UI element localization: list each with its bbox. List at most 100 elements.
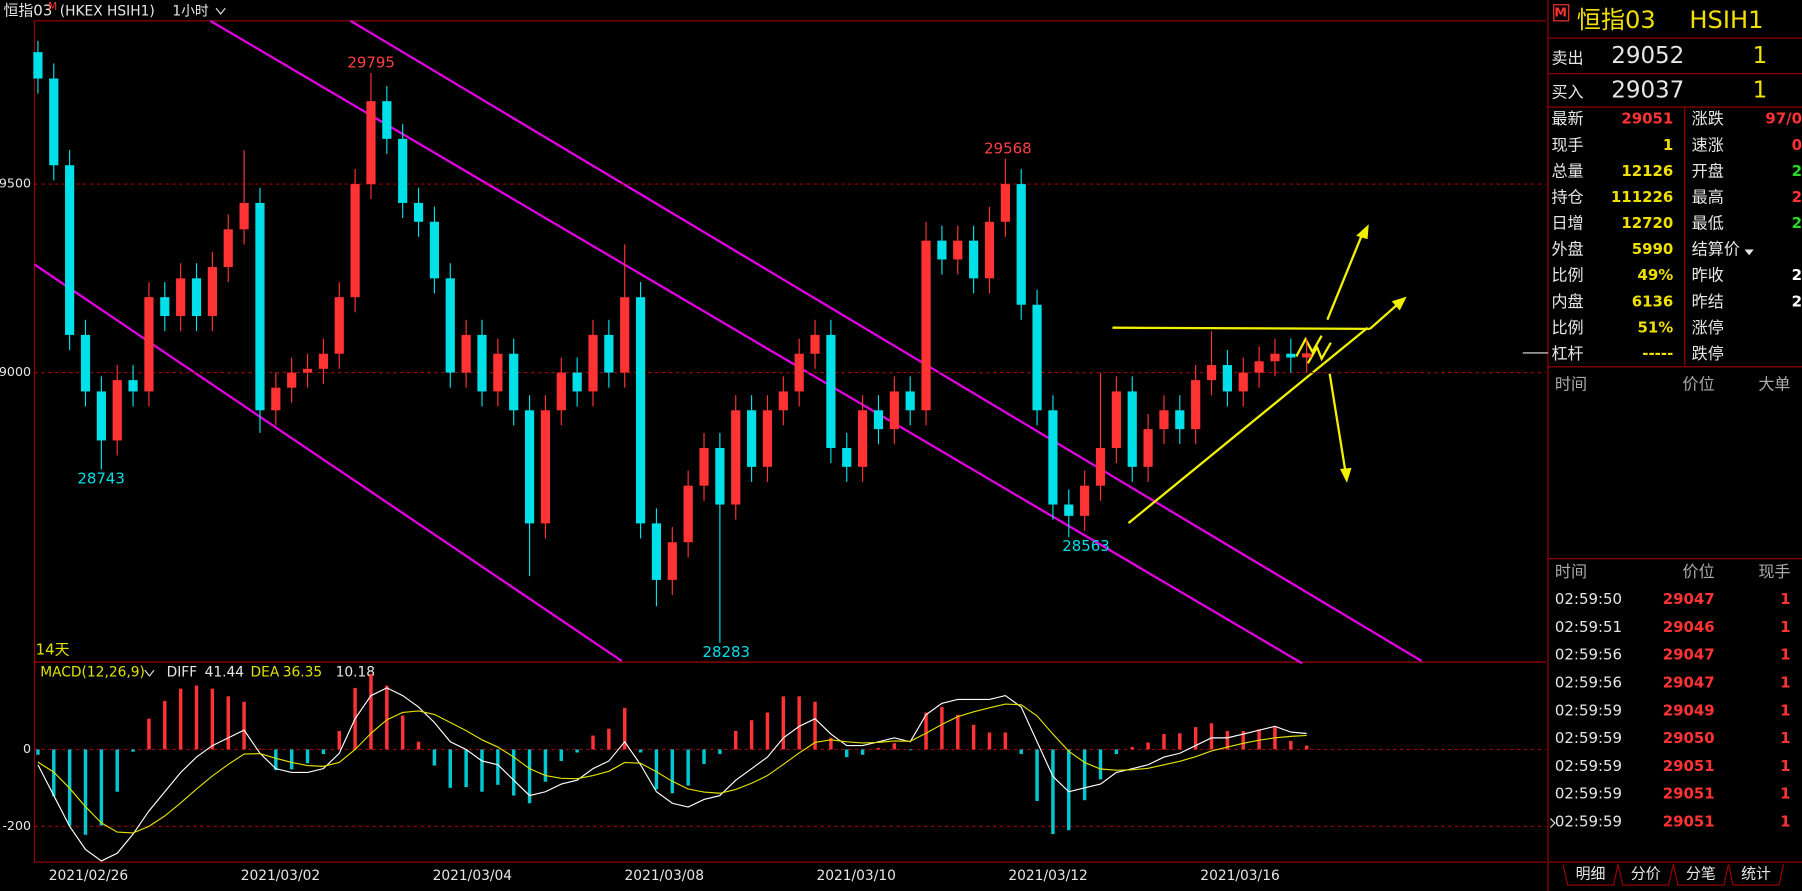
stat-value: 2 [1792,162,1802,180]
candle-body [1206,365,1217,381]
tick-cell: 29047 [1663,590,1715,608]
tick-cell: 02:59:50 [1555,590,1622,608]
macd-bar [115,749,119,792]
macd-bar [496,749,500,785]
tab[interactable]: 分价 [1631,865,1661,883]
candle-body [255,202,265,411]
macd-bar [575,749,579,753]
candle-body [794,353,804,392]
drawings [33,19,1423,665]
candle-body [620,297,630,373]
stat-label: 速涨 [1692,135,1724,154]
macd-bar [987,732,992,750]
candle-body [477,334,487,392]
macd-bar [83,749,88,835]
candle-body [1270,353,1280,362]
candle-body [1286,353,1296,358]
macd-bar [718,749,722,755]
tick-cell: 1 [1780,590,1790,608]
macd-bar [527,749,532,804]
candle-body [65,165,75,335]
dropdown-arrow [215,7,226,15]
zigzag-arrow [1306,342,1332,364]
stat-value: 2 [1792,292,1802,310]
candle-body [1191,380,1201,430]
candle-body [1302,353,1312,358]
toolbar-name: 恒指03 [3,2,52,20]
stat-label: 比例 [1551,266,1583,285]
candle-body [128,380,138,392]
y-tick-label: -200 [2,818,31,833]
tick-cell: 1 [1780,618,1790,636]
candle-body [556,372,566,411]
macd-bar [860,749,865,755]
candle-body [271,387,281,411]
tab-outline [1672,864,1730,886]
stat-value: 1 [1663,136,1673,154]
macd-bar [416,741,421,750]
stat-label: 最高 [1692,187,1724,206]
tab[interactable]: 统计 [1741,865,1771,883]
candle-body [318,353,328,369]
tick-cell: 1 [1780,646,1790,664]
macd-bar [765,712,770,750]
low-annotation: 28743 [77,469,125,487]
macd-bar [178,688,183,750]
candle-body [778,391,788,411]
arrow-head [1356,224,1369,240]
arrow [1326,231,1365,321]
column-header: 大单 [1758,375,1790,394]
candle-body [429,221,440,279]
macd-bar [638,749,643,753]
macd-bar [559,749,564,761]
macd-bar [1114,749,1119,755]
macd-bar [226,696,230,750]
column-header: 价位 [1682,375,1714,394]
candle-body [160,297,170,317]
candle-body [1127,391,1137,467]
period-selector[interactable]: 1小时 [172,4,209,20]
candle-body [1000,184,1010,222]
tick-cell: 02:59:51 [1555,618,1622,636]
tick-cell: 02:59:56 [1555,674,1622,692]
arrow-head [1391,296,1407,311]
x-axis-label: 2021/03/16 [1200,868,1279,884]
macd-bar [1209,723,1214,750]
macd-bar [1289,740,1293,750]
stat-label: 最新 [1551,109,1583,128]
candle-body [889,391,899,430]
stat-label: 持仓 [1551,187,1583,206]
channel-line [349,19,1423,662]
tab-outline [1617,864,1674,886]
stat-value: ----- [1642,344,1673,362]
stat-value: 0 [1792,136,1802,154]
stat-label: 内盘 [1551,292,1583,311]
candle-body [747,410,757,467]
stat-label: 最低 [1692,214,1724,233]
macd-bar [369,674,373,750]
tick-cell: 02:59:56 [1555,646,1622,664]
macd-bar [147,718,151,750]
candle-body [1175,410,1185,430]
candle-body [96,391,106,441]
candle-body [207,267,217,317]
tab[interactable]: 明细 [1576,865,1606,883]
y-tick-label: 0 [23,741,31,756]
macd-bar [67,749,72,826]
macd-bar [1003,732,1008,750]
candle-body [461,334,471,373]
candle-body [366,101,376,185]
candle-body [858,410,868,467]
macd-title: MACD(12,26,9) [40,664,145,680]
macd-bar [511,749,516,796]
candle-body [413,202,424,222]
candle-body [762,410,773,467]
tick-cell: 1 [1780,757,1790,775]
candle-body [239,202,249,230]
candle-body [1143,429,1153,467]
candle-body [493,353,503,392]
stat-value: 2 [1792,188,1802,206]
candle-body [144,297,154,392]
tab[interactable]: 分笔 [1686,865,1716,883]
